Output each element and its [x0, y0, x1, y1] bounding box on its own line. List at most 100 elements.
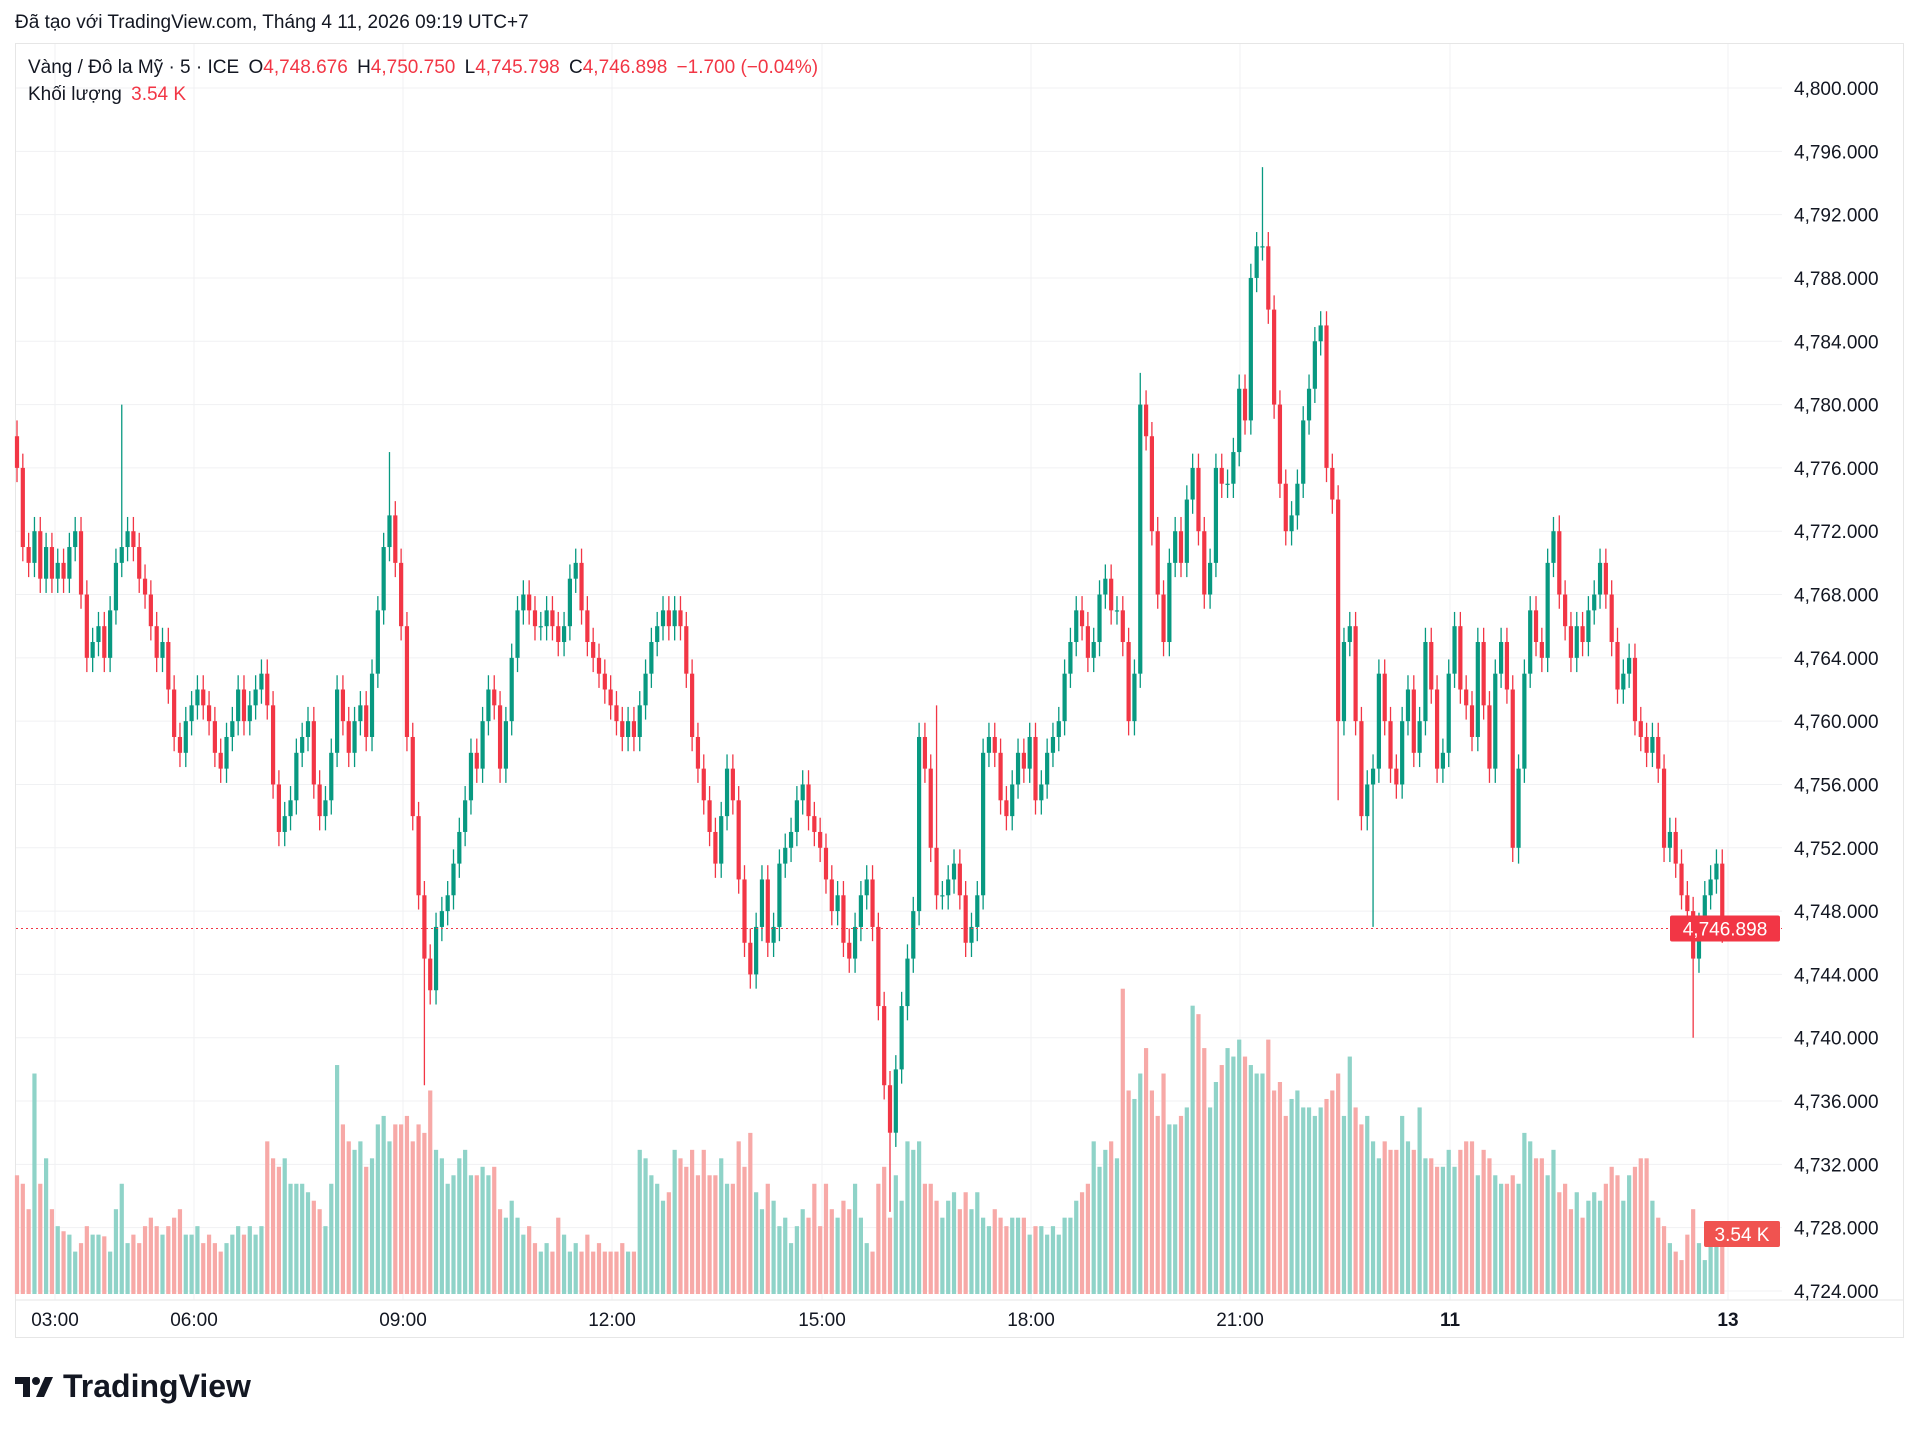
volume-bar: [1533, 1158, 1539, 1294]
volume-bar: [951, 1192, 957, 1294]
volume-bar: [119, 1183, 124, 1294]
volume-bar: [573, 1243, 578, 1294]
candle-body: [73, 531, 78, 548]
volume-bar: [823, 1183, 829, 1294]
volume-bar: [1469, 1141, 1475, 1294]
candle-body: [1225, 483, 1230, 485]
candle-body: [1231, 452, 1236, 484]
volume-bar: [521, 1234, 526, 1294]
candle-body: [887, 1085, 893, 1133]
volume-bar: [1260, 1073, 1265, 1294]
volume-bar: [1219, 1065, 1224, 1294]
candle-body: [1196, 467, 1201, 532]
candle-body: [1510, 689, 1515, 848]
volume-bar: [905, 1141, 910, 1294]
volume-bar: [957, 1209, 962, 1294]
volume-bar: [1272, 1090, 1277, 1294]
close-value: 4,746.898: [582, 57, 668, 78]
volume-bar: [131, 1234, 136, 1294]
volume-bar: [1365, 1115, 1370, 1294]
candle-body: [1679, 863, 1684, 896]
candle-body: [503, 721, 508, 769]
volume-bar: [78, 1243, 84, 1294]
volume-bars: [14, 988, 1725, 1294]
volume-bar: [503, 1217, 508, 1294]
volume-bar: [1283, 1115, 1288, 1294]
volume-bar: [311, 1200, 316, 1294]
candle-body: [637, 705, 642, 737]
candle-body: [1085, 626, 1090, 658]
volume-bar: [61, 1231, 66, 1294]
volume-bar: [596, 1243, 602, 1294]
candle-body: [236, 689, 241, 722]
candle-body: [1027, 736, 1032, 769]
volume-bar: [864, 1243, 869, 1294]
volume-bar: [1306, 1107, 1312, 1294]
candle-body: [276, 784, 281, 832]
candle-body: [631, 721, 637, 737]
volume-bar: [1237, 1039, 1242, 1294]
chart-legend: Vàng / Đô la Mỹ · 5 · ICE O4,748.676 H4,…: [28, 54, 822, 108]
volume-bar: [393, 1124, 398, 1294]
candle-body: [806, 784, 811, 817]
open-label: O: [248, 57, 264, 78]
volume-bar: [160, 1234, 165, 1294]
candle-body: [55, 562, 60, 579]
volume-bar: [1574, 1192, 1579, 1294]
candle-body: [812, 816, 817, 832]
symbol-title[interactable]: Vàng / Đô la Mỹ · 5 · ICE: [28, 57, 240, 78]
tradingview-logo[interactable]: TradingView: [15, 1368, 251, 1405]
candle-body: [1091, 642, 1096, 658]
candle-body: [352, 721, 357, 753]
volume-bar: [399, 1124, 404, 1294]
volume-bar: [602, 1251, 607, 1294]
volume-bar: [1632, 1166, 1638, 1294]
volume-bar: [241, 1234, 247, 1294]
volume-bar: [148, 1217, 153, 1294]
volume-bar: [771, 1200, 776, 1294]
volume-bar: [433, 1149, 439, 1294]
price-tick-label: 4,796.000: [1794, 142, 1879, 163]
volume-bar: [579, 1251, 584, 1294]
candle-body: [20, 467, 25, 548]
volume-bar: [1190, 1005, 1195, 1294]
volume-bar: [1417, 1107, 1422, 1294]
candle-body: [800, 784, 805, 801]
candle-body: [346, 721, 351, 753]
change-value: −1.700 (−0.04%): [676, 57, 819, 78]
volume-bar: [14, 1175, 20, 1294]
price-tick-label: 4,788.000: [1794, 269, 1879, 290]
candle-body: [335, 689, 340, 753]
candle-body: [1242, 388, 1248, 421]
price-tick-label: 4,732.000: [1794, 1155, 1879, 1176]
volume-bar: [1400, 1115, 1405, 1294]
ohlc-row: Vàng / Đô la Mỹ · 5 · ICE O4,748.676 H4,…: [28, 54, 822, 81]
volume-bar: [998, 1217, 1003, 1294]
candle-body: [1126, 642, 1131, 722]
volume-bar: [934, 1200, 939, 1294]
volume-bar: [1167, 1124, 1172, 1294]
candle-body: [1597, 562, 1603, 595]
volume-bar: [259, 1226, 264, 1294]
volume-bar: [1074, 1200, 1079, 1294]
candle-body: [84, 594, 89, 658]
candle-body: [561, 626, 567, 643]
candle-body: [928, 768, 933, 848]
candle-body: [265, 673, 270, 706]
candle-body: [1533, 610, 1539, 643]
volume-bar: [1522, 1132, 1527, 1294]
volume-bar: [1184, 1107, 1189, 1294]
volume-bar: [317, 1209, 322, 1294]
candle-body: [1528, 610, 1533, 674]
volume-bar: [969, 1209, 974, 1294]
volume-bar: [1714, 1226, 1719, 1294]
volume-bar: [1376, 1158, 1381, 1294]
volume-bar: [1504, 1183, 1510, 1294]
candle-body: [416, 816, 421, 896]
candle-body: [1097, 594, 1102, 643]
price-tick-label: 4,728.000: [1794, 1219, 1879, 1240]
candle-body: [102, 626, 107, 658]
candle-body: [247, 705, 252, 722]
volume-bar: [1621, 1200, 1626, 1294]
